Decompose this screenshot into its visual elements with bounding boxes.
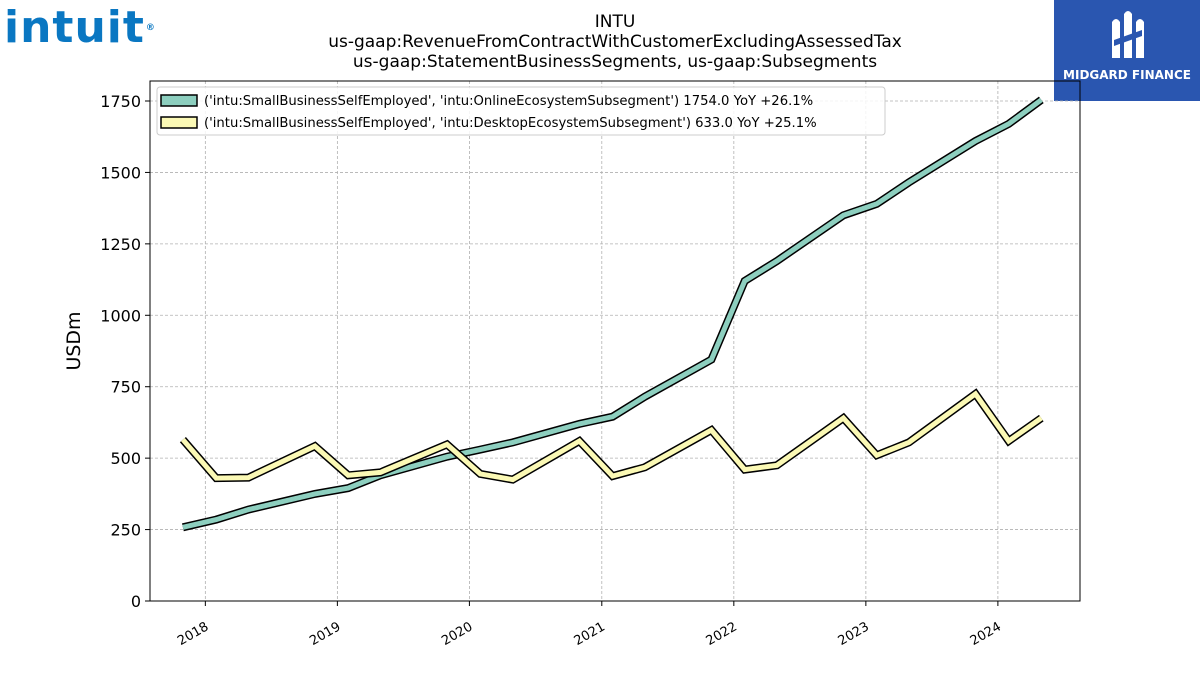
chart-series <box>179 96 1044 532</box>
y-tick-label: 1000 <box>100 306 141 325</box>
x-axis: 2018 2019 2020 2021 2022 2023 2024 <box>175 601 1004 649</box>
midgard-logo-text: MIDGARD FINANCE <box>1063 68 1191 82</box>
chart-title-line: us-gaap:StatementBusinessSegments, us-ga… <box>353 52 877 72</box>
legend-entry-label: ('intu:SmallBusinessSelfEmployed', 'intu… <box>204 94 813 109</box>
y-tick-label: 1250 <box>100 235 141 254</box>
x-tick-label: 2024 <box>968 619 1004 649</box>
series-line-1 <box>181 96 1044 532</box>
y-tick-label: 750 <box>110 378 141 397</box>
y-axis: 0 250 500 750 1000 1250 1500 1750 <box>100 92 150 611</box>
chart-title: INTUus-gaap:RevenueFromContractWithCusto… <box>328 12 902 72</box>
plot-frame <box>149 80 1081 602</box>
y-tick-label: 250 <box>110 521 141 540</box>
y-axis-label: USDm <box>63 311 85 370</box>
x-tick-label: 2020 <box>439 619 475 649</box>
midgard-finance-logo: MIDGARD FINANCE <box>1054 0 1200 101</box>
x-tick-label: 2021 <box>572 619 608 649</box>
x-tick-label: 2022 <box>704 619 740 649</box>
legend-swatch <box>160 94 198 107</box>
registered-mark-icon: ® <box>145 23 156 33</box>
series-line-outline <box>181 96 1044 532</box>
series-line-stroke <box>182 97 1043 530</box>
y-tick-label: 1750 <box>100 92 141 111</box>
chart-legend: ('intu:SmallBusinessSelfEmployed', 'intu… <box>156 86 886 136</box>
series-line-stroke <box>181 390 1043 483</box>
series-line-2 <box>179 388 1044 484</box>
y-tick-label: 1500 <box>100 163 141 182</box>
legend-entry-label: ('intu:SmallBusinessSelfEmployed', 'intu… <box>204 116 817 131</box>
legend-swatch <box>160 116 198 129</box>
x-tick-label: 2019 <box>307 619 343 649</box>
x-tick-label: 2023 <box>836 619 872 649</box>
x-tick-label: 2018 <box>175 619 211 649</box>
chart-title-line: INTU <box>595 12 636 32</box>
intuit-logo-text: intuit <box>4 2 145 53</box>
chart-title-line: us-gaap:RevenueFromContractWithCustomerE… <box>328 32 902 52</box>
midgard-mark-icon <box>1112 11 1144 58</box>
legend-box <box>156 86 886 136</box>
y-tick-label: 0 <box>131 592 141 611</box>
intuit-logo: intuit® <box>4 2 156 54</box>
y-tick-label: 500 <box>110 449 141 468</box>
